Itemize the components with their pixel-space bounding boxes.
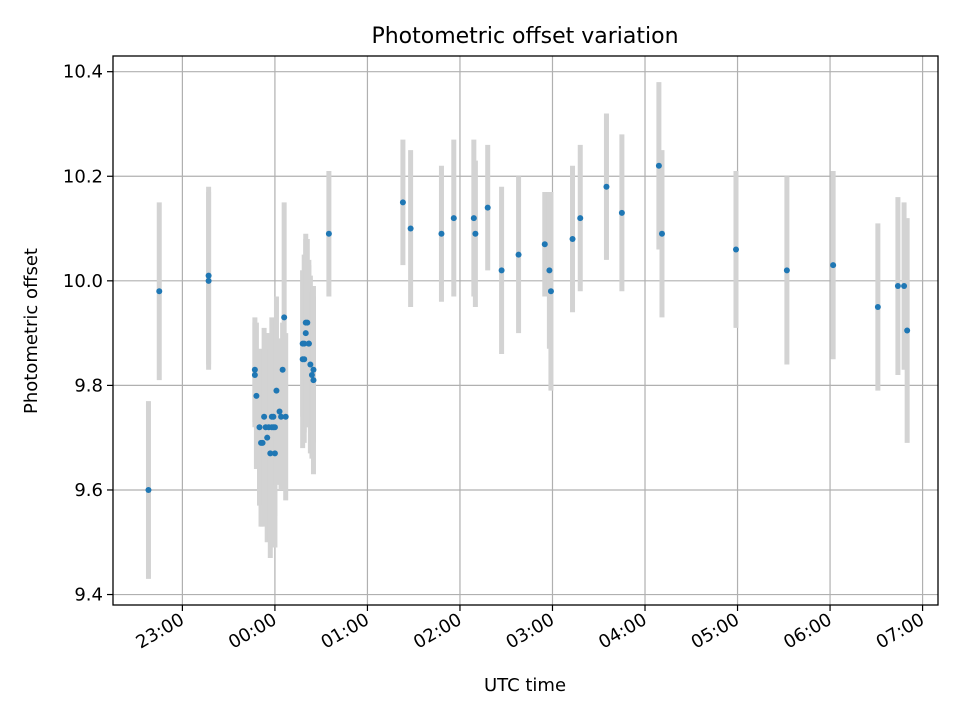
- y-axis-ticks: 9.4 9.6 9.8 10.0 10.2 10.4: [63, 62, 113, 606]
- data-point: [399, 199, 406, 206]
- data-point: [470, 215, 477, 222]
- data-point: [261, 413, 268, 420]
- y-tick-label: 9.8: [74, 375, 103, 396]
- grid: [113, 56, 938, 605]
- x-tick-label: 01:00: [318, 609, 373, 653]
- data-point: [251, 371, 258, 378]
- data-point: [894, 283, 901, 290]
- data-point: [264, 434, 271, 441]
- x-tick-label: 00:00: [225, 609, 280, 653]
- data-point: [325, 230, 332, 237]
- data-point: [901, 283, 908, 290]
- data-point: [874, 303, 881, 310]
- x-tick-label: 05:00: [688, 609, 743, 653]
- x-tick-label: 06:00: [780, 609, 835, 653]
- data-point: [732, 246, 739, 253]
- data-points: [145, 162, 911, 493]
- data-point: [308, 371, 315, 378]
- data-point: [279, 366, 286, 373]
- y-tick-label: 10.4: [63, 62, 103, 83]
- data-point: [310, 366, 317, 373]
- data-point: [783, 267, 790, 274]
- x-tick-label: 02:00: [410, 609, 465, 653]
- data-point: [302, 330, 309, 337]
- x-axis-label: UTC time: [484, 675, 566, 696]
- data-point: [541, 241, 548, 248]
- error-bars: [145, 82, 910, 579]
- data-point: [205, 272, 212, 279]
- data-point: [259, 439, 266, 446]
- x-tick-label: 23:00: [132, 609, 187, 653]
- data-point: [301, 340, 308, 347]
- data-point: [253, 392, 260, 399]
- y-axis-label: Photometric offset: [21, 248, 42, 414]
- data-point: [546, 267, 553, 274]
- data-point: [273, 387, 280, 394]
- data-point: [407, 225, 414, 232]
- data-point: [577, 215, 584, 222]
- data-point: [267, 450, 274, 457]
- plot-frame: [112, 55, 939, 606]
- data-point: [271, 424, 278, 431]
- data-point: [301, 356, 308, 363]
- data-point: [830, 262, 837, 269]
- data-point: [904, 327, 911, 334]
- data-point: [569, 236, 576, 242]
- data-point: [276, 408, 283, 415]
- data-point: [655, 162, 662, 169]
- data-point: [281, 314, 288, 321]
- data-point: [282, 413, 289, 420]
- data-point: [271, 450, 278, 457]
- data-point: [156, 288, 163, 295]
- data-point: [618, 209, 625, 216]
- data-point: [603, 183, 610, 190]
- data-point: [307, 361, 314, 368]
- x-tick-label: 03:00: [503, 609, 558, 653]
- y-tick-label: 10.0: [63, 271, 103, 292]
- data-point: [256, 424, 263, 431]
- y-tick-label: 9.6: [74, 480, 103, 501]
- data-point: [438, 230, 445, 237]
- chart-title: Photometric offset variation: [371, 24, 678, 49]
- x-axis-ticks: 23:00 00:00 01:00 02:00 03:00 04:00 05:00 06:00…: [132, 605, 928, 653]
- data-point: [658, 230, 665, 237]
- data-point: [278, 413, 285, 420]
- data-point: [450, 215, 457, 222]
- data-point: [498, 267, 505, 274]
- y-tick-label: 10.2: [63, 166, 103, 187]
- data-point: [145, 486, 152, 493]
- data-point: [270, 413, 277, 420]
- data-point: [251, 366, 258, 373]
- data-point: [547, 288, 554, 295]
- x-tick-label: 07:00: [873, 609, 928, 653]
- data-point: [310, 377, 317, 384]
- data-point: [484, 204, 491, 211]
- y-tick-label: 9.4: [74, 585, 103, 606]
- data-point: [304, 319, 311, 326]
- data-point: [205, 277, 212, 284]
- data-point: [472, 230, 479, 237]
- data-point: [515, 251, 522, 258]
- data-point: [305, 340, 312, 347]
- x-tick-label: 04:00: [595, 609, 650, 653]
